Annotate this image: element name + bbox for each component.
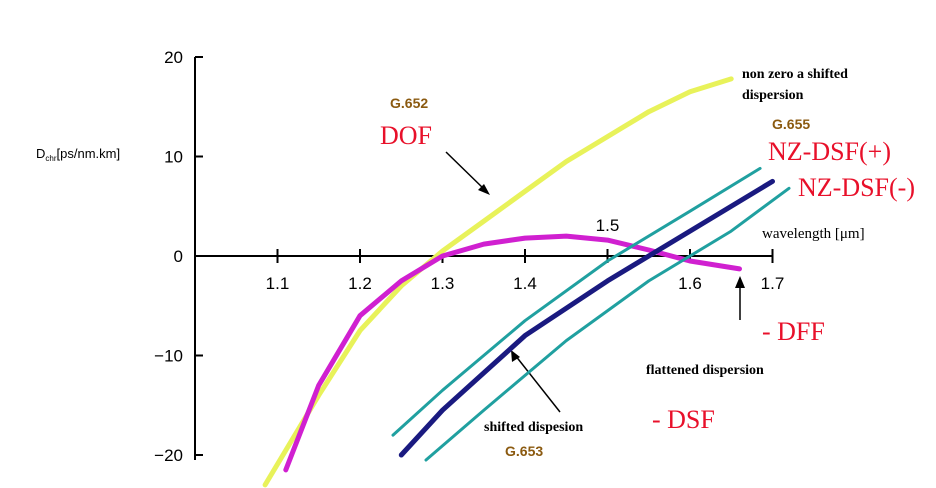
y-tick-label: 20 (164, 48, 183, 67)
y-axis-label: Dchr[ps/nm.km] (36, 146, 120, 163)
annotation: - DFF (762, 317, 825, 346)
arrows (445, 151, 741, 413)
x-axis-label: wavelength [μm] (762, 226, 865, 242)
arrow-head (511, 350, 520, 362)
y-label-rest: [ps/nm.km] (57, 146, 121, 161)
arrow-head (478, 184, 490, 195)
x-tick-label: 1.5 (596, 216, 620, 235)
series-line (391, 166, 762, 437)
annotation: G.652 (390, 95, 428, 111)
annotation: dispersion (742, 88, 804, 103)
annotation: G.655 (772, 116, 810, 132)
annotation: - DSF (652, 405, 715, 434)
annotation: flattened dispersion (646, 363, 764, 378)
arrow (445, 151, 486, 191)
arrow (514, 354, 561, 413)
x-tick-label: 1.3 (431, 274, 455, 293)
y-tick-label: −10 (154, 347, 183, 366)
annotation: shifted dispesion (484, 420, 583, 435)
y-tick-label: 0 (174, 247, 183, 266)
y-label-sub: chr (45, 154, 56, 163)
series-line (398, 178, 775, 458)
y-tick-label: 10 (164, 148, 183, 167)
x-tick-label: 1.1 (266, 274, 290, 293)
annotation: G.653 (505, 443, 543, 459)
x-tick-label: 1.2 (348, 274, 372, 293)
annotation: non zero a shifted (742, 67, 848, 82)
y-tick-label: −20 (154, 446, 183, 465)
arrow-head (735, 276, 745, 288)
series-line (424, 186, 791, 462)
series-line (262, 76, 734, 488)
annotation: NZ-DSF(-) (798, 173, 915, 202)
x-tick-label: 1.4 (513, 274, 537, 293)
x-tick-label: 1.6 (678, 274, 702, 293)
arrow-heads (478, 184, 745, 362)
annotation: NZ-DSF(+) (768, 137, 891, 166)
y-label-main: D (36, 146, 45, 161)
x-tick-label: 1.7 (761, 274, 785, 293)
annotation: DOF (380, 121, 432, 150)
